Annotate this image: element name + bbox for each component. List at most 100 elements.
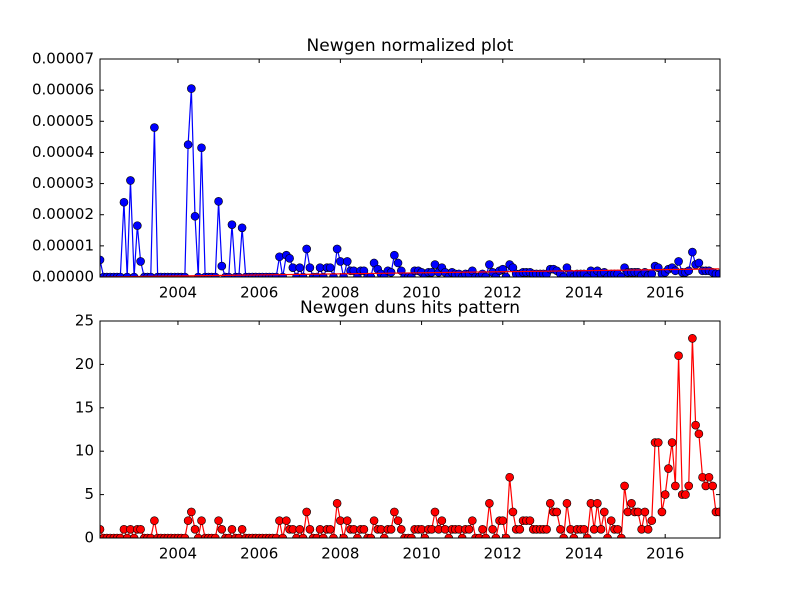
data-point: [444, 533, 454, 538]
data-point: [481, 272, 491, 277]
data-point: [292, 533, 301, 538]
data-point: [671, 481, 680, 491]
data-point: [136, 525, 145, 534]
x-tick-label: 2016: [646, 284, 684, 302]
x-tick-label: 2006: [240, 545, 278, 563]
data-point: [353, 533, 362, 538]
y-tick-label: 5: [84, 485, 94, 503]
y-tick-label: 0.00002: [32, 205, 94, 223]
x-tick-label: 2016: [646, 545, 684, 563]
data-point: [684, 266, 694, 276]
data-point: [295, 525, 305, 534]
data-point: [133, 221, 142, 230]
x-tick-label: 2004: [159, 545, 197, 563]
data-point: [688, 334, 697, 343]
data-point: [122, 272, 132, 277]
data-point: [627, 498, 636, 508]
data-point: [282, 516, 291, 525]
data-point: [420, 533, 430, 538]
x-tick-label: 2006: [240, 284, 278, 302]
data-point: [596, 525, 606, 534]
data-point: [234, 533, 244, 538]
data-point: [237, 525, 247, 534]
data-point: [617, 272, 626, 277]
data-point: [342, 516, 352, 525]
series-line: [100, 268, 720, 277]
data-point: [714, 269, 720, 277]
data-point: [211, 533, 220, 538]
data-point: [227, 220, 237, 229]
data-point: [332, 498, 342, 508]
y-tick-label: 25: [75, 312, 94, 330]
data-point: [342, 257, 352, 266]
data-point: [485, 498, 494, 508]
data-point: [197, 143, 206, 153]
chart-title: Newgen normalized plot: [307, 36, 514, 56]
data-point: [569, 533, 579, 538]
data-point: [305, 525, 315, 534]
data-point: [237, 223, 247, 233]
x-tick-label: 2012: [484, 545, 522, 563]
data-point: [393, 258, 403, 268]
data-point: [464, 525, 474, 534]
data-point: [390, 507, 399, 517]
y-tick-label: 0.00004: [32, 143, 94, 161]
data-point: [468, 516, 477, 525]
data-point: [481, 533, 491, 538]
data-point: [329, 533, 338, 538]
data-point: [386, 525, 396, 534]
plot-area: [100, 334, 720, 538]
axes-frame: [99, 320, 721, 539]
y-tick-label: 0.00007: [32, 50, 94, 68]
y-tick-label: 15: [75, 398, 94, 416]
data-point: [224, 533, 234, 538]
data-point: [339, 533, 348, 538]
data-point: [606, 516, 616, 525]
data-point: [136, 257, 145, 266]
data-point: [100, 525, 105, 534]
data-point: [525, 516, 535, 525]
data-point: [393, 516, 403, 525]
data-point: [305, 263, 315, 272]
data-point: [332, 244, 342, 254]
data-point: [508, 507, 518, 517]
data-point: [545, 498, 555, 508]
data-point: [562, 498, 572, 508]
data-point: [190, 525, 200, 534]
data-point: [559, 272, 568, 277]
data-point: [214, 197, 223, 206]
data-point: [674, 257, 683, 266]
data-point: [390, 250, 399, 260]
data-point: [312, 533, 322, 538]
data-point: [146, 533, 156, 538]
data-point: [694, 429, 704, 439]
data-point: [617, 533, 626, 538]
data-point: [126, 176, 135, 185]
data-point: [478, 525, 487, 534]
data-point: [193, 533, 203, 538]
x-tick-label: 2014: [565, 545, 603, 563]
data-point: [491, 533, 501, 538]
x-tick-label: 2008: [321, 284, 359, 302]
x-tick-label: 2008: [321, 545, 359, 563]
data-point: [190, 211, 200, 221]
y-tick-label: 0.00000: [32, 268, 94, 286]
data-point: [386, 268, 396, 277]
data-point: [183, 140, 193, 149]
data-point: [369, 516, 379, 525]
data-point: [271, 533, 281, 538]
data-point: [129, 533, 139, 538]
data-point: [379, 533, 389, 538]
subplot: Newgen normalized plot 0.00000 0.00001 0.00…: [32, 36, 721, 302]
data-point: [501, 272, 511, 277]
data-point: [552, 507, 562, 517]
data-point: [217, 261, 227, 271]
data-point: [150, 123, 159, 132]
data-point: [640, 507, 650, 517]
data-point: [708, 481, 717, 491]
data-point: [319, 533, 328, 538]
x-tick-label: 2004: [159, 284, 197, 302]
data-point: [150, 516, 159, 525]
data-point: [515, 525, 525, 534]
